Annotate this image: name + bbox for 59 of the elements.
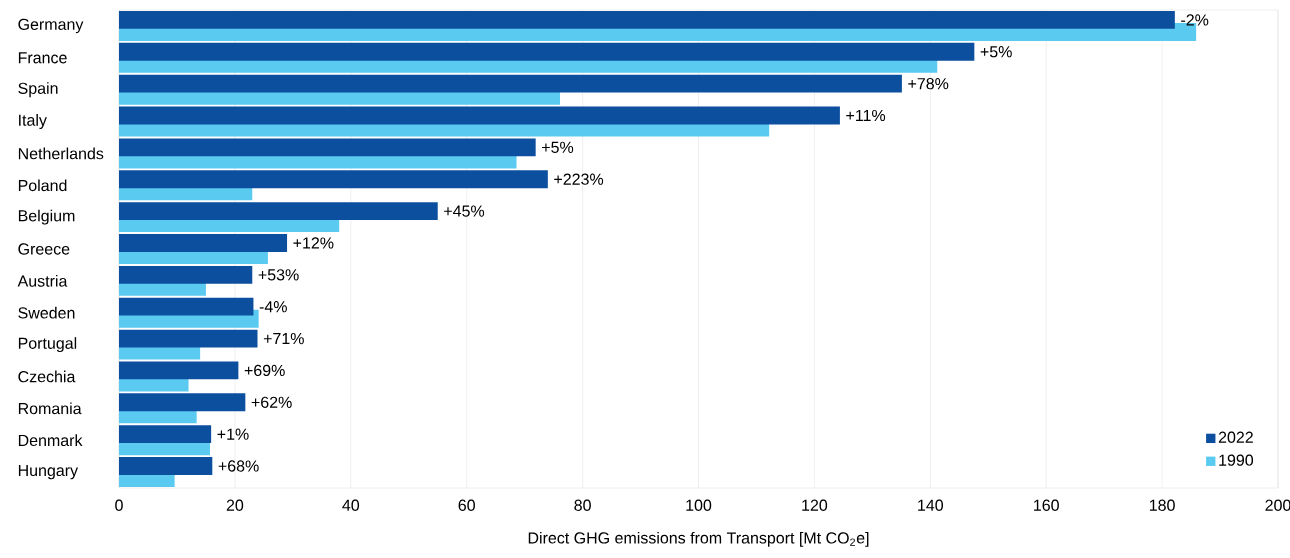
y-tick-label: Spain — [18, 82, 58, 98]
bar — [119, 42, 975, 61]
x-tick-label: 200 — [1265, 499, 1290, 511]
annotation: -4% — [259, 301, 287, 313]
annotation: +62% — [251, 396, 292, 408]
x-tick-label: 180 — [1149, 499, 1175, 511]
bar — [119, 106, 840, 125]
bar — [119, 170, 548, 189]
bar — [119, 10, 1175, 29]
y-tick-label: Czechia — [18, 370, 76, 383]
y-tick-label: Sweden — [18, 306, 75, 319]
x-tick-label: 40 — [342, 499, 360, 511]
x-tick-label: 0 — [115, 499, 123, 511]
annotation: +5% — [542, 141, 574, 153]
x-tick-label: 100 — [686, 499, 712, 511]
x-tick-label: 160 — [1034, 499, 1059, 511]
y-tick-label: Hungary — [18, 464, 79, 480]
x-tick-label: 140 — [918, 499, 944, 511]
bar — [119, 202, 438, 221]
annotation: +11% — [846, 109, 886, 122]
bar — [119, 457, 213, 475]
x-tick-label: 20 — [226, 499, 244, 511]
x-tick-label: 120 — [802, 499, 828, 511]
annotation: +1% — [217, 428, 249, 440]
y-tick-label: Poland — [18, 179, 67, 192]
y-tick-label: France — [18, 52, 67, 64]
annotation: +223% — [554, 173, 604, 185]
bar — [119, 138, 536, 157]
annotation: +71% — [263, 332, 304, 345]
bar — [119, 393, 246, 412]
y-tick-label: Netherlands — [18, 147, 104, 160]
bar — [119, 425, 212, 444]
annotation: +69% — [244, 364, 285, 377]
bar — [119, 329, 258, 348]
y-tick-label: Italy — [19, 114, 47, 129]
bar — [119, 265, 253, 284]
y-tick-label: Belgium — [18, 209, 75, 225]
y-tick-label: Germany — [18, 18, 84, 34]
x-axis-title: Direct GHG emissions from Transport [Mt CO$_{2}$e] — [528, 531, 869, 547]
bar — [119, 361, 239, 380]
annotation: +78% — [908, 77, 949, 90]
y-tick-label: Austria — [17, 275, 68, 287]
legend-label: 1990 — [1219, 454, 1254, 466]
annotation: +5% — [980, 46, 1012, 58]
annotation: -2% — [1181, 14, 1209, 26]
legend-label: 2022 — [1218, 431, 1253, 443]
x-tick-label: 60 — [458, 499, 475, 511]
bar — [119, 74, 902, 93]
x-tick-label: 80 — [574, 499, 591, 511]
y-tick-label: Denmark — [18, 434, 83, 447]
annotation: +45% — [444, 205, 485, 217]
annotation: +12% — [293, 237, 334, 249]
annotation: +53% — [258, 269, 299, 281]
y-tick-label: Portugal — [18, 337, 77, 353]
bar — [119, 297, 254, 316]
y-tick-label: Romania — [18, 402, 82, 415]
y-tick-label: Greece — [18, 243, 70, 255]
annotation: +68% — [218, 460, 259, 472]
bar — [119, 234, 288, 252]
